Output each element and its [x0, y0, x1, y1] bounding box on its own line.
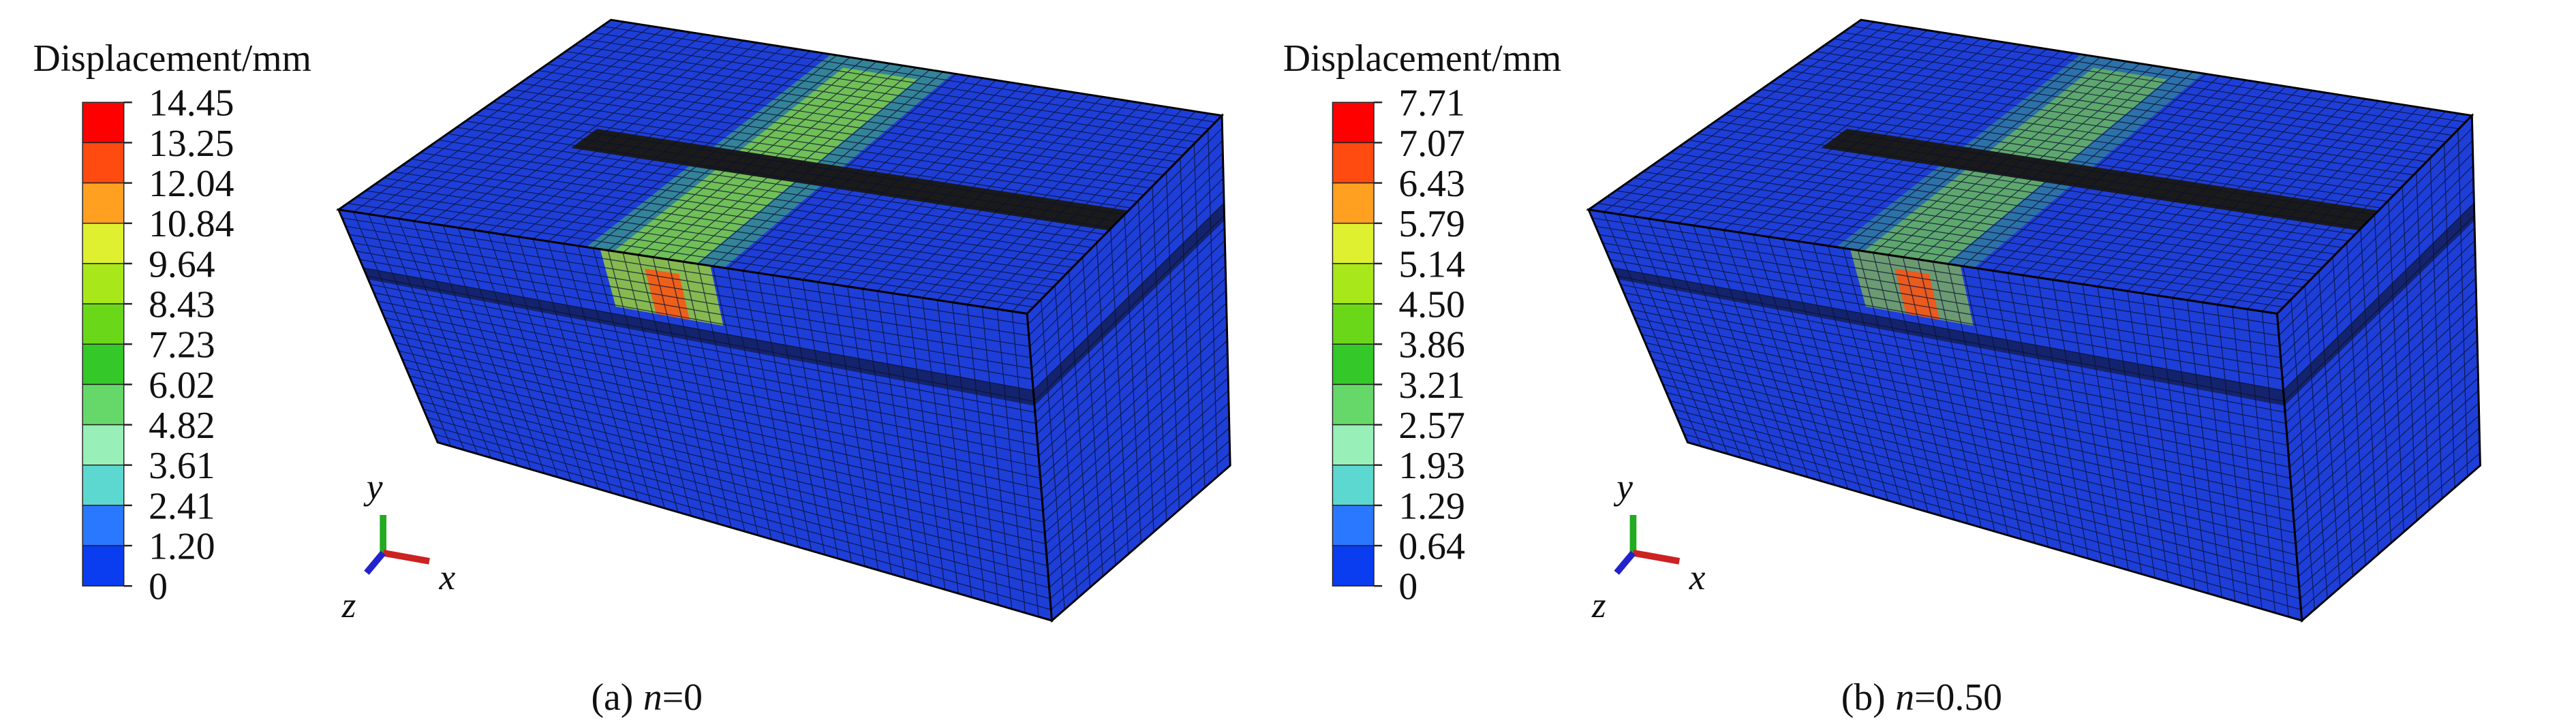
- legend-swatch: [1332, 505, 1375, 546]
- axis-z: [364, 550, 386, 575]
- legend-swatch: [1332, 384, 1375, 426]
- legend-label: 7.23: [149, 324, 215, 366]
- legend-title: Displacement/mm: [33, 37, 311, 80]
- legend-label: 4.50: [1398, 283, 1465, 326]
- legend-label: 3.21: [1398, 364, 1465, 407]
- legend-swatch: [1332, 142, 1375, 184]
- legend-swatch: [82, 545, 125, 586]
- legend-swatch: [82, 223, 125, 264]
- axis-label: z: [1591, 585, 1606, 625]
- legend-swatch: [82, 384, 125, 426]
- legend-swatch: [1332, 263, 1375, 304]
- axis-label: y: [1613, 467, 1633, 507]
- caption-value: =0: [662, 676, 703, 719]
- legend-swatch: [1332, 303, 1375, 345]
- axis-x: [1632, 549, 1681, 565]
- legend-label: 7.07: [1398, 123, 1465, 165]
- legend-label: 10.84: [149, 203, 234, 245]
- caption: (b) n=0.50: [1841, 676, 2002, 719]
- legend-swatch: [1332, 182, 1375, 224]
- legend-label: 5.79: [1398, 203, 1465, 245]
- edge: [2275, 113, 2481, 623]
- face: [2277, 115, 2481, 621]
- panel: Displacement/mm14.4513.2512.0410.849.648…: [33, 18, 1231, 719]
- legend-swatch: [82, 343, 125, 386]
- legend-swatch: [82, 465, 125, 506]
- legend-label: 1.29: [1398, 485, 1465, 527]
- legend-swatch: [82, 303, 125, 345]
- axis-x: [382, 549, 430, 565]
- legend-swatch: [1332, 343, 1375, 386]
- legend-swatch: [82, 263, 125, 304]
- legend-title: Displacement/mm: [1283, 37, 1562, 80]
- caption-label: (b): [1841, 676, 1886, 719]
- panel: Displacement/mm7.717.076.435.795.144.503…: [1283, 18, 2481, 719]
- axis-label: x: [439, 557, 456, 597]
- legend-swatch: [82, 424, 125, 466]
- caption-variable: n: [1895, 676, 1914, 719]
- caption-value: =0.50: [1914, 676, 2002, 719]
- legend-label: 0: [1398, 566, 1417, 608]
- axis-label: y: [363, 467, 383, 507]
- legend-swatch: [82, 505, 125, 546]
- legend-label: 5.14: [1398, 243, 1465, 285]
- legend-swatch: [1332, 101, 1375, 144]
- legend-label: 4.82: [149, 405, 215, 447]
- legend-label: 0.64: [1398, 525, 1465, 567]
- legend-label: 3.61: [149, 445, 215, 487]
- legend-label: 0: [149, 566, 168, 608]
- legend-label: 2.41: [149, 485, 215, 527]
- legend-label: 1.20: [149, 525, 215, 567]
- legend-swatch: [1332, 424, 1375, 466]
- legend-label: 12.04: [149, 163, 234, 205]
- legend-label: 3.86: [1398, 324, 1465, 366]
- legend-swatch: [82, 101, 125, 144]
- legend-label: 2.57: [1398, 405, 1465, 447]
- legend-label: 1.93: [1398, 445, 1465, 487]
- fem-model: [335, 18, 1231, 623]
- legend-label: 7.71: [1398, 82, 1465, 125]
- legend-label: 9.64: [149, 243, 215, 285]
- axis-label: z: [341, 585, 356, 625]
- caption: (a) n=0: [591, 676, 703, 719]
- legend-label: 14.45: [149, 82, 234, 125]
- legend-label: 8.43: [149, 283, 215, 326]
- fem-model: [1586, 18, 2481, 623]
- caption-label: (a): [591, 676, 633, 719]
- legend-label: 6.43: [1398, 163, 1465, 205]
- legend-swatch: [1332, 223, 1375, 264]
- legend-label: 13.25: [149, 123, 234, 165]
- legend-swatch: [82, 142, 125, 184]
- axis-z: [1614, 550, 1636, 575]
- caption-variable: n: [643, 676, 662, 719]
- axis-label: x: [1689, 557, 1706, 597]
- edge: [1026, 113, 1231, 623]
- legend-swatch: [1332, 465, 1375, 506]
- stripe: [1613, 268, 2285, 406]
- stripe: [363, 268, 1035, 406]
- legend-swatch: [1332, 545, 1375, 586]
- face: [1027, 115, 1231, 621]
- legend-swatch: [82, 182, 125, 224]
- legend-label: 6.02: [149, 364, 215, 407]
